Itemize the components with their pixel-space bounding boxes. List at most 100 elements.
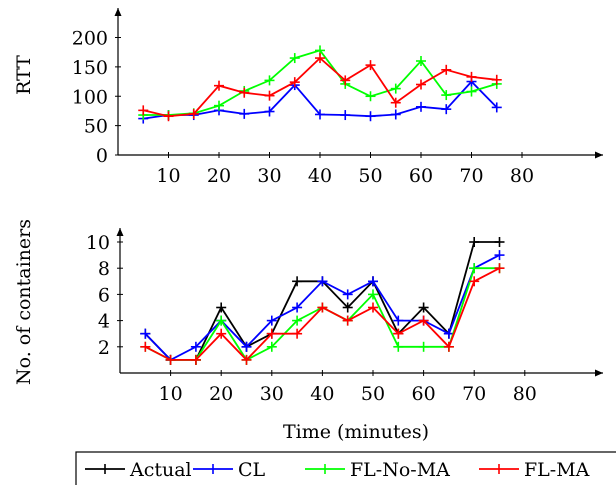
point-CL-60 — [416, 101, 426, 112]
point-FL-MA-20 — [216, 328, 227, 339]
point-FL-No-MA-55 — [393, 341, 404, 352]
y-axis-label: RTT — [13, 55, 35, 95]
point-FL-MA-65 — [443, 341, 454, 352]
point-CL-75 — [491, 102, 502, 113]
y-tick-label: 150 — [72, 57, 108, 79]
point-FL-MA-70 — [469, 276, 480, 287]
point-FL-No-MA-70 — [466, 86, 477, 97]
point-FL-MA-50 — [368, 302, 378, 313]
point-FL-MA-25 — [239, 87, 250, 98]
point-FL-No-MA-55 — [390, 83, 401, 94]
x-tick-label: 80 — [510, 165, 534, 187]
point-CL-40 — [315, 109, 325, 120]
x-tick-label: 70 — [462, 383, 486, 405]
y-tick-label: 8 — [98, 258, 110, 280]
point-FL-MA-20 — [214, 80, 224, 91]
point-FL-MA-75 — [491, 74, 502, 85]
point-FL-MA-35 — [292, 328, 303, 339]
legend-entry-Actual: Actual — [85, 459, 192, 481]
point-CL-55 — [393, 315, 404, 326]
point-FL-No-MA-35 — [292, 315, 303, 326]
point-Actual-35 — [292, 276, 303, 287]
x-axis-1-arrowhead — [595, 369, 603, 377]
point-Actual-60 — [418, 302, 429, 313]
point-FL-MA-55 — [390, 97, 401, 108]
point-FL-No-MA-60 — [418, 341, 429, 352]
point-CL-35 — [292, 302, 303, 313]
point-CL-45 — [340, 110, 351, 121]
point-FL-MA-5 — [138, 105, 149, 116]
point-CL-25 — [241, 341, 252, 352]
legend-entry-FL-No-MA: FL-No-MA — [305, 459, 450, 481]
point-FL-MA-50 — [365, 60, 376, 71]
point-FL-No-MA-50 — [368, 289, 378, 300]
point-FL-MA-10 — [163, 111, 174, 122]
y-axis-1-arrowhead — [116, 228, 124, 236]
x-tick-label: 70 — [459, 165, 483, 187]
point-CL-50 — [368, 276, 378, 287]
x-tick-label: 60 — [412, 383, 436, 405]
x-tick-label: 10 — [159, 383, 183, 405]
y-tick-label: 200 — [72, 28, 108, 50]
x-tick-label: 60 — [409, 165, 433, 187]
x-tick-label: 50 — [361, 383, 385, 405]
point-FL-No-MA-30 — [266, 341, 277, 352]
point-FL-MA-10 — [165, 354, 176, 365]
point-Actual-45 — [342, 302, 353, 313]
y-tick-label: 50 — [84, 116, 108, 138]
legend-label: FL-MA — [524, 459, 590, 481]
point-CL-55 — [390, 109, 401, 120]
point-FL-MA-45 — [342, 315, 353, 326]
legend-label: Actual — [129, 459, 192, 481]
legend-box — [75, 451, 616, 485]
x-tick-label: 30 — [257, 165, 281, 187]
y-tick-label: 100 — [72, 86, 108, 108]
legend-entry-FL-MA: FL-MA — [479, 459, 590, 481]
point-FL-MA-55 — [393, 328, 404, 339]
series-line-Actual — [144, 241, 500, 361]
legend-label: FL-No-MA — [350, 459, 450, 481]
point-CL-25 — [239, 108, 250, 119]
point-CL-65 — [441, 104, 452, 115]
point-CL-30 — [264, 106, 275, 117]
y-axis-label: No. of containers — [13, 219, 35, 385]
chart-rtt: 10 20 30 40 50 60 70 80 0 50 100 150 200 RTT — [13, 8, 603, 187]
point-FL-MA-40 — [315, 53, 325, 64]
point-Actual-20 — [216, 302, 227, 313]
x-tick-label: 20 — [209, 383, 233, 405]
point-Actual-75 — [494, 237, 505, 247]
point-FL-No-MA-20 — [216, 315, 227, 326]
y-tick-label: 2 — [98, 337, 110, 359]
point-FL-No-MA-70 — [469, 263, 480, 274]
point-CL-40 — [317, 276, 328, 287]
x-tick-label: 80 — [513, 383, 537, 405]
point-FL-No-MA-30 — [264, 75, 275, 86]
point-FL-MA-60 — [416, 79, 426, 90]
point-FL-MA-60 — [418, 315, 429, 326]
series-FL-MA — [138, 53, 502, 122]
legend: Actual CL FL-No-MA FL-MA — [75, 451, 616, 485]
point-FL-MA-15 — [188, 108, 199, 119]
x-tick-label: 20 — [207, 165, 231, 187]
point-CL-75 — [494, 250, 505, 261]
y-tick-label: 10 — [86, 232, 110, 254]
legend-label: CL — [238, 459, 266, 481]
chart-containers: 10 20 30 40 50 60 70 80 2 4 6 8 10 No. of containers T… — [13, 219, 603, 443]
point-FL-MA-30 — [266, 328, 277, 339]
y-tick-label: 0 — [96, 145, 108, 167]
series-FL-MA — [140, 263, 505, 365]
point-FL-MA-35 — [289, 77, 300, 88]
point-CL-15 — [190, 341, 201, 352]
point-FL-No-MA-50 — [365, 91, 376, 102]
point-CL-5 — [140, 328, 151, 339]
point-FL-No-MA-65 — [441, 90, 452, 101]
x-tick-label: 30 — [260, 383, 284, 405]
legend-entry-CL: CL — [193, 459, 266, 481]
x-tick-label: 40 — [308, 165, 332, 187]
point-FL-No-MA-60 — [416, 56, 426, 66]
series-line-FL-MA — [143, 56, 497, 118]
y-tick-label: 6 — [98, 284, 110, 306]
x-tick-label: 40 — [310, 383, 334, 405]
point-CL-50 — [365, 111, 376, 122]
